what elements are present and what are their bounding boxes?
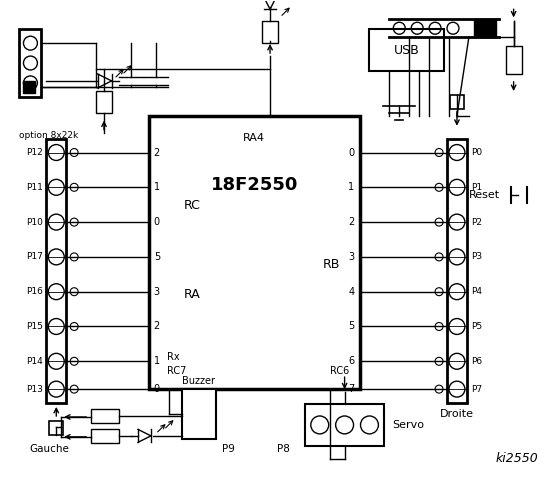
Bar [262, 21, 278, 43]
Text: Reset: Reset [469, 190, 500, 200]
Text: 0: 0 [154, 217, 160, 227]
Text: 18F2550: 18F2550 [211, 176, 298, 194]
Text: Rx: Rx [166, 352, 179, 362]
Bar [49, 421, 63, 435]
Bar [91, 429, 119, 443]
Bar [23, 81, 35, 93]
Bar [450, 95, 464, 109]
Text: 0: 0 [348, 147, 354, 157]
Text: P13: P13 [27, 384, 43, 394]
Text: 1: 1 [348, 182, 354, 192]
Text: Servo: Servo [392, 420, 424, 430]
Text: P1: P1 [471, 183, 482, 192]
Text: P10: P10 [27, 217, 43, 227]
Text: 5: 5 [154, 252, 160, 262]
Bar [96, 91, 112, 113]
Bar [46, 139, 66, 403]
Bar [19, 29, 41, 97]
Text: option 8x22k: option 8x22k [19, 131, 79, 140]
Text: P16: P16 [27, 287, 43, 296]
Bar [181, 389, 216, 439]
Text: P7: P7 [471, 384, 482, 394]
Text: 3: 3 [348, 252, 354, 262]
Bar [447, 139, 467, 403]
Bar [91, 409, 119, 423]
Text: 0: 0 [154, 384, 160, 394]
Text: RC7: RC7 [166, 366, 186, 376]
Text: P15: P15 [27, 322, 43, 331]
Text: P2: P2 [471, 217, 482, 227]
Text: 2: 2 [154, 322, 160, 332]
Bar [505, 46, 521, 74]
Text: P6: P6 [471, 357, 482, 366]
Text: RC6: RC6 [330, 366, 349, 376]
Text: 2: 2 [154, 147, 160, 157]
Text: 2: 2 [348, 217, 354, 227]
Text: P4: P4 [471, 287, 482, 296]
Text: P17: P17 [27, 252, 43, 262]
Text: USB: USB [394, 44, 420, 57]
Text: 6: 6 [348, 356, 354, 366]
Text: 7: 7 [348, 384, 354, 394]
Text: RC: RC [184, 199, 200, 212]
Text: 3: 3 [154, 287, 160, 297]
Text: 5: 5 [348, 322, 354, 332]
Text: P9: P9 [222, 444, 234, 454]
Text: 4: 4 [348, 287, 354, 297]
Text: 1: 1 [154, 182, 160, 192]
Text: RB: RB [322, 258, 340, 271]
Text: P8: P8 [276, 444, 289, 454]
Text: RA: RA [184, 288, 200, 301]
Text: P14: P14 [27, 357, 43, 366]
Text: RA4: RA4 [243, 132, 265, 143]
Text: P0: P0 [471, 148, 482, 157]
Bar [474, 19, 495, 37]
Text: Buzzer: Buzzer [182, 376, 215, 386]
Text: Droite: Droite [440, 409, 474, 419]
Text: P12: P12 [27, 148, 43, 157]
Text: P11: P11 [27, 183, 43, 192]
Text: Gauche: Gauche [29, 444, 69, 454]
Bar [369, 29, 444, 71]
Bar [305, 404, 384, 446]
Text: P3: P3 [471, 252, 482, 262]
Bar [149, 116, 359, 389]
Text: 1: 1 [154, 356, 160, 366]
Text: ki2550: ki2550 [495, 452, 539, 465]
Text: P5: P5 [471, 322, 482, 331]
